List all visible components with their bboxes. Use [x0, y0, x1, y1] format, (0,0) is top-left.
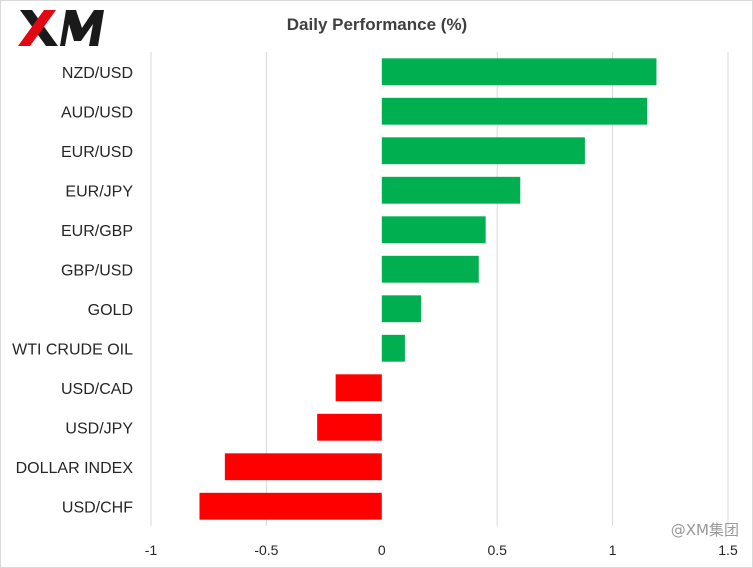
x-tick-label: 1 — [609, 542, 617, 558]
category-label: WTI CRUDE OIL — [12, 341, 133, 358]
bar-eur-usd — [381, 137, 585, 165]
x-tick-label: 0.5 — [487, 542, 507, 558]
category-label: NZD/USD — [62, 65, 133, 82]
bar-wti-crude-oil — [381, 334, 405, 362]
category-label: EUR/USD — [61, 144, 133, 161]
x-tick-label: -1 — [145, 542, 158, 558]
category-label: EUR/GBP — [61, 223, 133, 240]
bar-dollar-index — [224, 453, 382, 481]
x-tick-label: -0.5 — [254, 542, 278, 558]
x-tick-label: 0 — [378, 542, 386, 558]
bar-usd-cad — [335, 374, 382, 402]
watermark: @XM集团 — [670, 521, 739, 539]
category-label: USD/JPY — [65, 420, 133, 437]
category-label: USD/CAD — [61, 381, 133, 398]
bar-usd-chf — [199, 492, 382, 520]
category-label: AUD/USD — [61, 104, 133, 121]
bar-gold — [381, 295, 422, 323]
bar-eur-gbp — [381, 216, 486, 244]
chart-title: Daily Performance (%) — [287, 15, 467, 34]
x-axis-tick-labels: -1 -0.5 0 0.5 1 1.5 — [145, 542, 738, 558]
category-label: GOLD — [88, 302, 133, 319]
xm-logo — [18, 10, 104, 46]
x-tick-label: 1.5 — [718, 542, 738, 558]
bar-gbp-usd — [381, 255, 479, 283]
category-label: DOLLAR INDEX — [16, 460, 134, 477]
category-label: EUR/JPY — [65, 183, 133, 200]
bars — [199, 58, 657, 520]
bar-eur-jpy — [381, 176, 521, 204]
category-labels: NZD/USD AUD/USD EUR/USD EUR/JPY EUR/GBP GBP/U… — [12, 65, 133, 517]
bar-aud-usd — [381, 97, 648, 125]
bar-usd-jpy — [317, 413, 382, 441]
grid-lines — [150, 52, 729, 526]
bar-nzd-usd — [381, 58, 657, 86]
category-label: USD/CHF — [62, 499, 133, 516]
category-label: GBP/USD — [61, 262, 133, 279]
